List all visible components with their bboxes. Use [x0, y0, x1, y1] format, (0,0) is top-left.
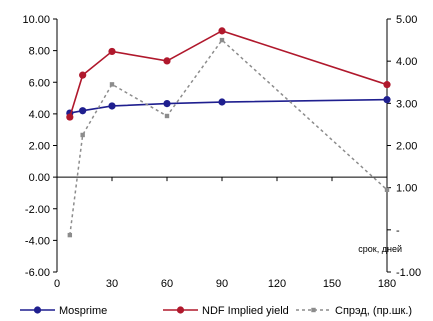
series-marker: [79, 71, 87, 79]
axes: [56, 19, 388, 272]
legend-marker: [33, 306, 42, 314]
series-marker: [108, 47, 116, 56]
x-tick-label: 0: [54, 278, 60, 290]
series-marker: [109, 82, 115, 87]
legend-label-0: Mosprime: [59, 305, 107, 317]
y-right-tick-label: 5.00: [396, 14, 417, 26]
series-marker: [219, 37, 225, 43]
series-marker: [163, 57, 171, 65]
legend-marker: [311, 307, 316, 313]
y-right-tick-label: -: [396, 225, 400, 237]
series-line-2: [69, 38, 388, 236]
legend: Mosprime NDF Implied yield Спрэд, (пр.шк.): [20, 305, 412, 317]
y-right-tick-label: 4.00: [396, 56, 417, 68]
y-left-tick-label: 8.00: [29, 46, 50, 58]
y-left-tick-label: 10.00: [22, 14, 50, 26]
series-marker: [66, 113, 74, 121]
series-marker: [79, 107, 87, 115]
series-marker: [164, 113, 170, 119]
y-left-tick-labels: -6.00 -4.00 -2.00 0.00 2.00 4.00 6.00 8.00 10.00: [22, 14, 57, 279]
y-left-tick-label: -2.00: [25, 204, 50, 216]
legend-marker: [176, 306, 185, 314]
x-axis-note: срок, дней: [358, 244, 402, 254]
legend-label-1: NDF Implied yield: [202, 305, 289, 317]
series-marker: [163, 99, 171, 108]
y-right-tick-label: 1.00: [396, 183, 417, 195]
series-marker: [67, 232, 73, 238]
y-left-tick-label: -4.00: [25, 235, 50, 247]
series-marker: [218, 98, 226, 106]
y-left-tick-label: 2.00: [29, 141, 50, 153]
x-tick-label: 150: [323, 278, 341, 290]
series-marker: [218, 27, 226, 35]
series-marker: [80, 132, 85, 138]
series-layer: [66, 27, 391, 238]
x-tick-labels: 0 30 60 90 120 150 180: [54, 177, 396, 290]
y-right-tick-label: 3.00: [396, 98, 417, 110]
series-line-0: [69, 98, 388, 114]
x-tick-label: 30: [106, 278, 118, 290]
y-left-tick-label: 6.00: [29, 77, 50, 89]
legend-label-2: Спрэд, (пр.шк.): [335, 305, 412, 317]
y-right-tick-labels: -1.00-1.002.003.004.005.00: [387, 14, 421, 279]
series-marker: [383, 81, 391, 89]
y-right-tick-label: -1.00: [396, 267, 421, 279]
x-tick-label: 120: [268, 278, 286, 290]
x-tick-label: 180: [378, 278, 396, 290]
y-left-tick-label: 0.00: [29, 172, 50, 184]
series-marker: [383, 96, 391, 104]
x-tick-label: 60: [161, 278, 173, 290]
x-tick-label: 90: [216, 278, 228, 290]
y-left-tick-label: 4.00: [29, 109, 50, 121]
series-marker: [384, 187, 390, 192]
series-marker: [108, 102, 116, 110]
series-line-1: [69, 29, 388, 118]
y-right-tick-label: 2.00: [396, 141, 417, 153]
y-left-tick-label: -6.00: [25, 267, 50, 279]
